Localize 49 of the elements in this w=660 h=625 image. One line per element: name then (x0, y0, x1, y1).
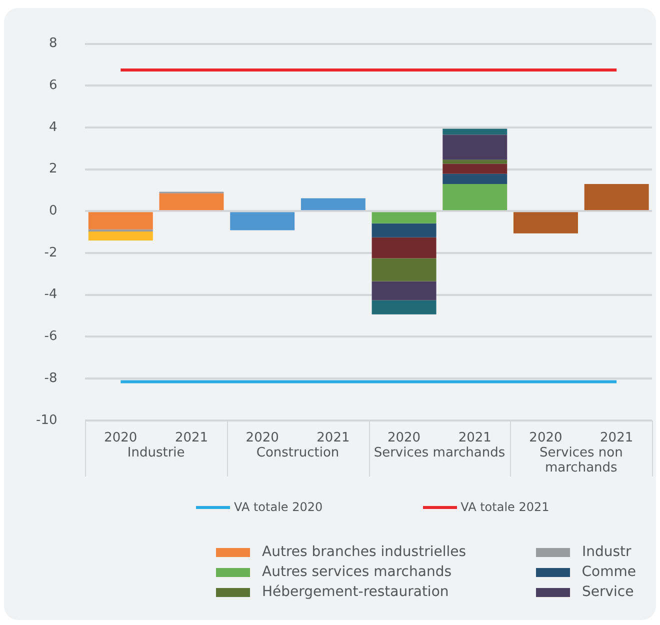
bar (372, 281, 436, 300)
bar (442, 164, 508, 174)
bar (372, 237, 436, 258)
bar (442, 128, 508, 135)
legend-label: Industr (582, 544, 632, 560)
bar (372, 258, 436, 282)
bar (442, 134, 508, 160)
legend-label: VA totale 2020 (234, 500, 323, 514)
bar (442, 160, 508, 164)
legend-label: Service (582, 584, 634, 600)
x-tick-label: 2020 (387, 430, 421, 446)
legend-label: Autres services marchands (262, 564, 452, 580)
y-tick-label: 2 (48, 162, 58, 177)
legend-label: Comme (582, 564, 636, 580)
y-tick-label: 6 (48, 78, 58, 94)
y-tick-label: 8 (48, 36, 58, 52)
x-tick-label: 2021 (600, 430, 634, 446)
y-tick-label: -8 (44, 370, 58, 386)
y-tick-label: -2 (44, 245, 58, 260)
text: Industrie (127, 445, 185, 460)
bar (88, 231, 153, 240)
x-tick-label: 2020 (246, 430, 279, 446)
x-tick-label: 2021 (458, 430, 492, 446)
x-tick-label: 2020 (104, 430, 138, 446)
bar (88, 212, 153, 230)
y-tick-label: 4 (48, 120, 58, 135)
bar (442, 184, 508, 210)
bar (513, 212, 578, 234)
bar (372, 212, 436, 224)
bar (159, 193, 224, 210)
x-tick-label: 2021 (316, 430, 350, 446)
bar (230, 212, 295, 230)
y-tick-label: 0 (48, 204, 58, 219)
legend-label: Hébergement-restauration (262, 584, 449, 600)
legend-label: VA totale 2021 (460, 500, 550, 514)
y-tick-label: -6 (44, 329, 58, 344)
bar (442, 174, 508, 184)
bar (372, 300, 436, 314)
bar (300, 198, 366, 210)
text: Services marchands (374, 445, 506, 460)
y-tick-label: -10 (36, 412, 58, 428)
bar (372, 223, 436, 238)
bar (584, 184, 649, 210)
y-tick-label: -4 (44, 287, 58, 302)
x-tick-label: 2021 (174, 430, 208, 446)
x-tick-label: 2020 (529, 430, 562, 446)
text: Construction (256, 445, 340, 460)
legend-label: Autres branches industrielles (262, 544, 466, 560)
text: Services non marchands (539, 445, 623, 476)
